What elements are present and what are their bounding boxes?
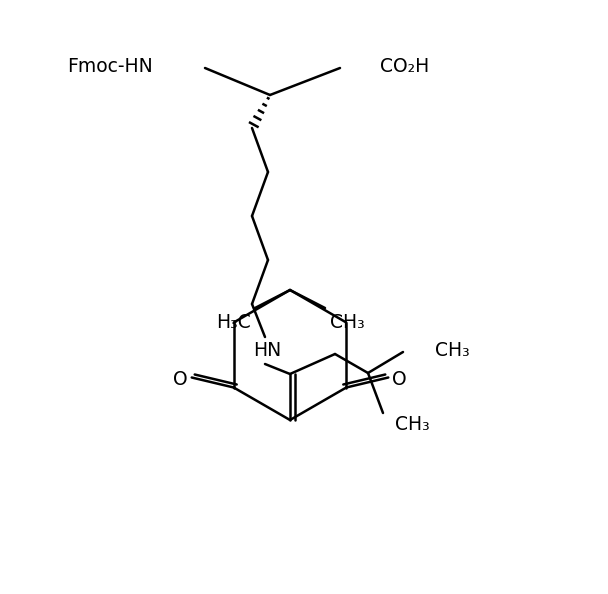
Text: CH₃: CH₃ — [435, 342, 470, 361]
Text: O: O — [173, 370, 188, 389]
Text: CH₃: CH₃ — [330, 312, 364, 331]
Text: Fmoc-HN: Fmoc-HN — [67, 58, 153, 77]
Text: CH₃: CH₃ — [395, 415, 430, 434]
Text: O: O — [392, 370, 407, 389]
Text: H₃C: H₃C — [216, 312, 250, 331]
Text: CO₂H: CO₂H — [380, 58, 429, 77]
Text: HN: HN — [253, 342, 281, 361]
